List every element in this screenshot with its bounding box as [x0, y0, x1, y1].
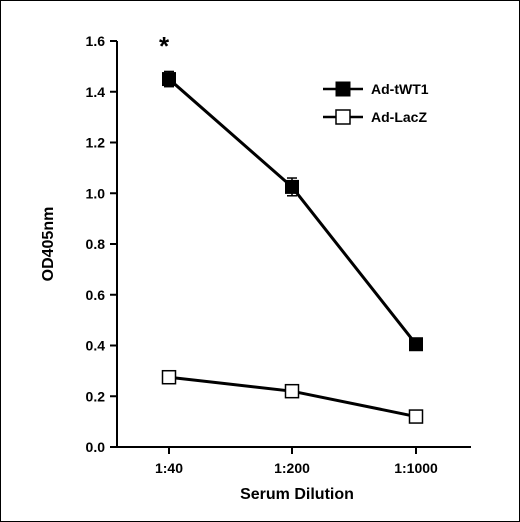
- data-point: [162, 72, 176, 87]
- data-point: [285, 179, 299, 194]
- y-tick-label: 0.8: [86, 236, 106, 252]
- legend-marker-ad-twt1: [335, 81, 351, 97]
- data-point: [284, 383, 300, 399]
- x-axis-title: Serum Dilution: [240, 486, 354, 503]
- y-ticks: 0.0 0.2 0.4 0.6 0.8 1.0 1.2 1.4 1.6: [86, 33, 117, 455]
- data-point: [408, 409, 424, 424]
- x-tick-label: 1:200: [274, 460, 310, 476]
- y-tick-label: 0.6: [86, 287, 106, 303]
- series-ad-twt1: [162, 70, 423, 352]
- y-tick-label: 1.2: [86, 135, 106, 151]
- legend: Ad-tWT1 Ad-LacZ: [323, 81, 429, 125]
- series-layer: [161, 70, 424, 424]
- y-tick-label: 1.0: [86, 185, 106, 201]
- data-point: [409, 337, 423, 352]
- legend-marker-ad-lacz: [335, 109, 351, 125]
- significance-marker: *: [159, 31, 170, 61]
- legend-label-ad-lacz: Ad-LacZ: [371, 109, 427, 125]
- y-tick-label: 1.4: [86, 84, 106, 100]
- x-ticks: 1:40 1:200 1:1000: [155, 447, 438, 476]
- y-tick-label: 0.2: [86, 388, 106, 404]
- legend-label-ad-twt1: Ad-tWT1: [371, 81, 429, 97]
- data-point: [161, 369, 177, 385]
- y-tick-label: 0.0: [86, 439, 106, 455]
- series-ad-lacz: [161, 369, 424, 424]
- annotation-layer: *: [159, 31, 170, 61]
- y-tick-label: 0.4: [86, 338, 106, 354]
- x-tick-label: 1:40: [155, 460, 183, 476]
- y-axis-title: OD405nm: [40, 207, 57, 282]
- y-tick-label: 1.6: [86, 33, 106, 49]
- x-tick-label: 1:1000: [394, 460, 438, 476]
